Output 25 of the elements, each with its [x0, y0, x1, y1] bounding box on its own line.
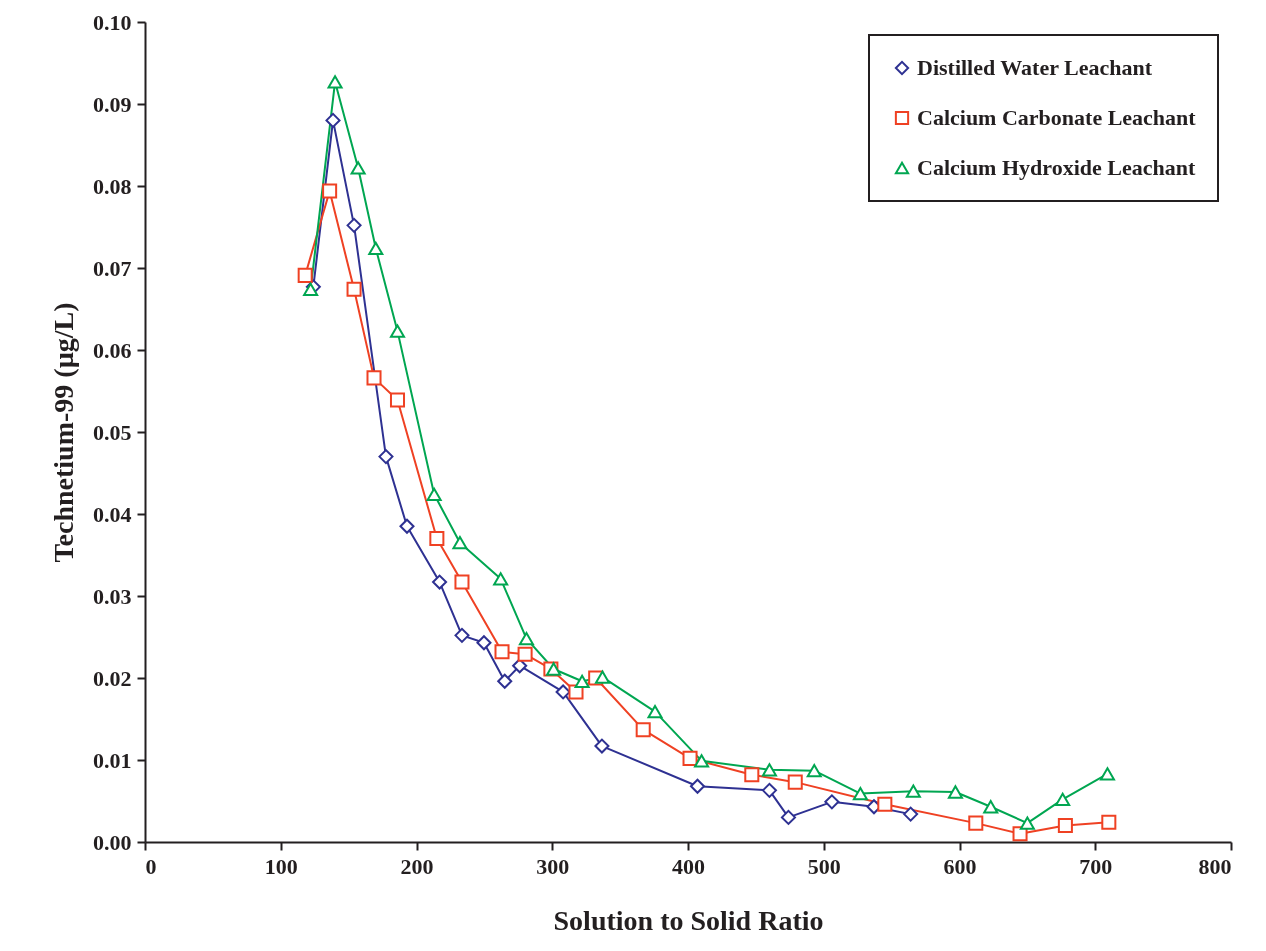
y-tick-label: 0.06: [93, 337, 132, 363]
legend-label: Distilled Water Leachant: [917, 55, 1153, 80]
y-tick-label: 0.05: [93, 419, 132, 445]
legend-label: Calcium Hydroxide Leachant: [917, 155, 1196, 180]
x-tick-label: 800: [1198, 853, 1232, 879]
x-tick-label: 200: [400, 853, 434, 879]
x-tick-label: 300: [536, 853, 570, 879]
y-axis-title: Technetium-99 (µg/L): [48, 302, 79, 563]
y-tick-label: 0.03: [93, 583, 132, 609]
x-axis-title: Solution to Solid Ratio: [553, 904, 824, 936]
x-tick-label: 400: [672, 853, 705, 879]
y-tick-label: 0.08: [93, 173, 132, 199]
y-tick-label: 0.09: [93, 91, 132, 117]
y-tick-label: 0.04: [93, 501, 132, 527]
y-tick-label: 0.10: [93, 9, 132, 35]
x-tick-label: 700: [1079, 853, 1113, 879]
x-tick-label: 600: [943, 853, 977, 879]
y-tick-label: 0.00: [93, 829, 132, 855]
y-tick-label: 0.01: [93, 747, 132, 773]
y-tick-label: 0.02: [93, 665, 132, 691]
x-tick-label: 0: [145, 853, 157, 879]
y-tick-label: 0.07: [93, 255, 132, 281]
x-tick-label: 500: [807, 853, 841, 879]
x-tick-label: 100: [264, 853, 298, 879]
legend-label: Calcium Carbonate Leachant: [917, 105, 1197, 130]
